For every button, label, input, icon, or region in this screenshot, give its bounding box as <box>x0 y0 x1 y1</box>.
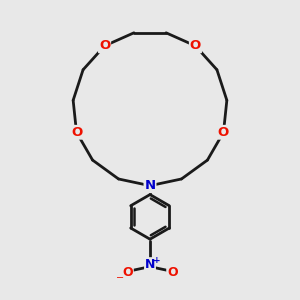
Text: +: + <box>153 256 160 265</box>
Text: O: O <box>167 266 178 279</box>
Text: O: O <box>190 39 201 52</box>
Text: O: O <box>71 126 82 139</box>
Text: O: O <box>99 39 110 52</box>
Text: N: N <box>145 258 155 271</box>
Text: −: − <box>116 272 124 283</box>
Text: N: N <box>144 179 156 192</box>
Text: O: O <box>122 266 133 279</box>
Text: O: O <box>218 126 229 139</box>
